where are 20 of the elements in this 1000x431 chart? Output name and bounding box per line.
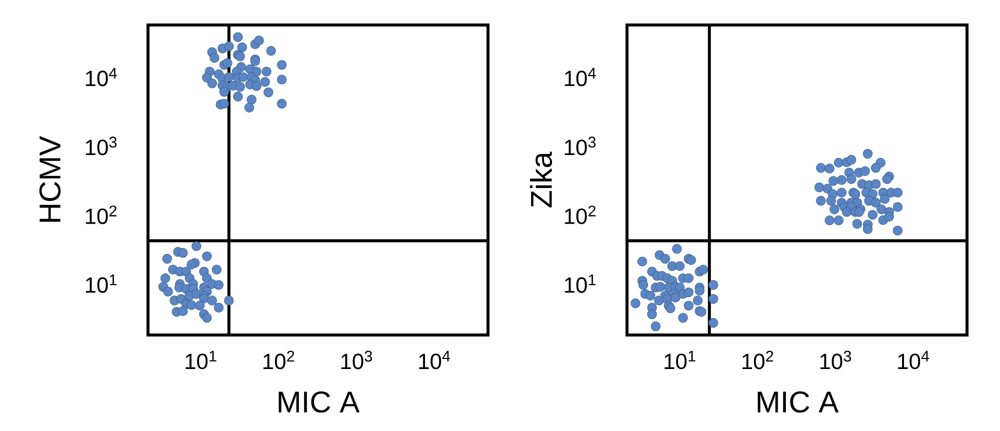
x-tick-label: 10$^{4}$ bbox=[419, 350, 450, 370]
x-tick-label: 10$^{3}$ bbox=[341, 350, 372, 370]
x-axis-title: MIC A bbox=[278, 391, 360, 413]
y-axis-title: HCMV bbox=[39, 136, 61, 222]
x-tick-label: 10$^{1}$ bbox=[186, 350, 216, 370]
y-tick-label: 10$^{1}$ bbox=[86, 274, 117, 293]
x-tick-label: 10$^{2}$ bbox=[742, 350, 774, 370]
x-axis-title: MIC A bbox=[758, 391, 839, 413]
y-tick-label: 10$^{1}$ bbox=[564, 274, 596, 293]
y-tick-label: 10$^{2}$ bbox=[86, 206, 116, 224]
y-tick-label: 10$^{3}$ bbox=[564, 136, 596, 156]
y-tick-label: 10$^{3}$ bbox=[86, 136, 117, 156]
x-tick-label: 10$^{3}$ bbox=[820, 350, 852, 370]
y-tick-label: 10$^{4}$ bbox=[564, 68, 596, 86]
y-axis-title: Zika bbox=[530, 152, 552, 208]
x-tick-label: 10$^{2}$ bbox=[264, 350, 294, 370]
x-tick-label: 10$^{1}$ bbox=[664, 350, 696, 370]
y-tick-label: 10$^{2}$ bbox=[564, 206, 596, 224]
x-tick-label: 10$^{4}$ bbox=[898, 350, 930, 370]
y-tick-label: 10$^{4}$ bbox=[86, 68, 117, 86]
